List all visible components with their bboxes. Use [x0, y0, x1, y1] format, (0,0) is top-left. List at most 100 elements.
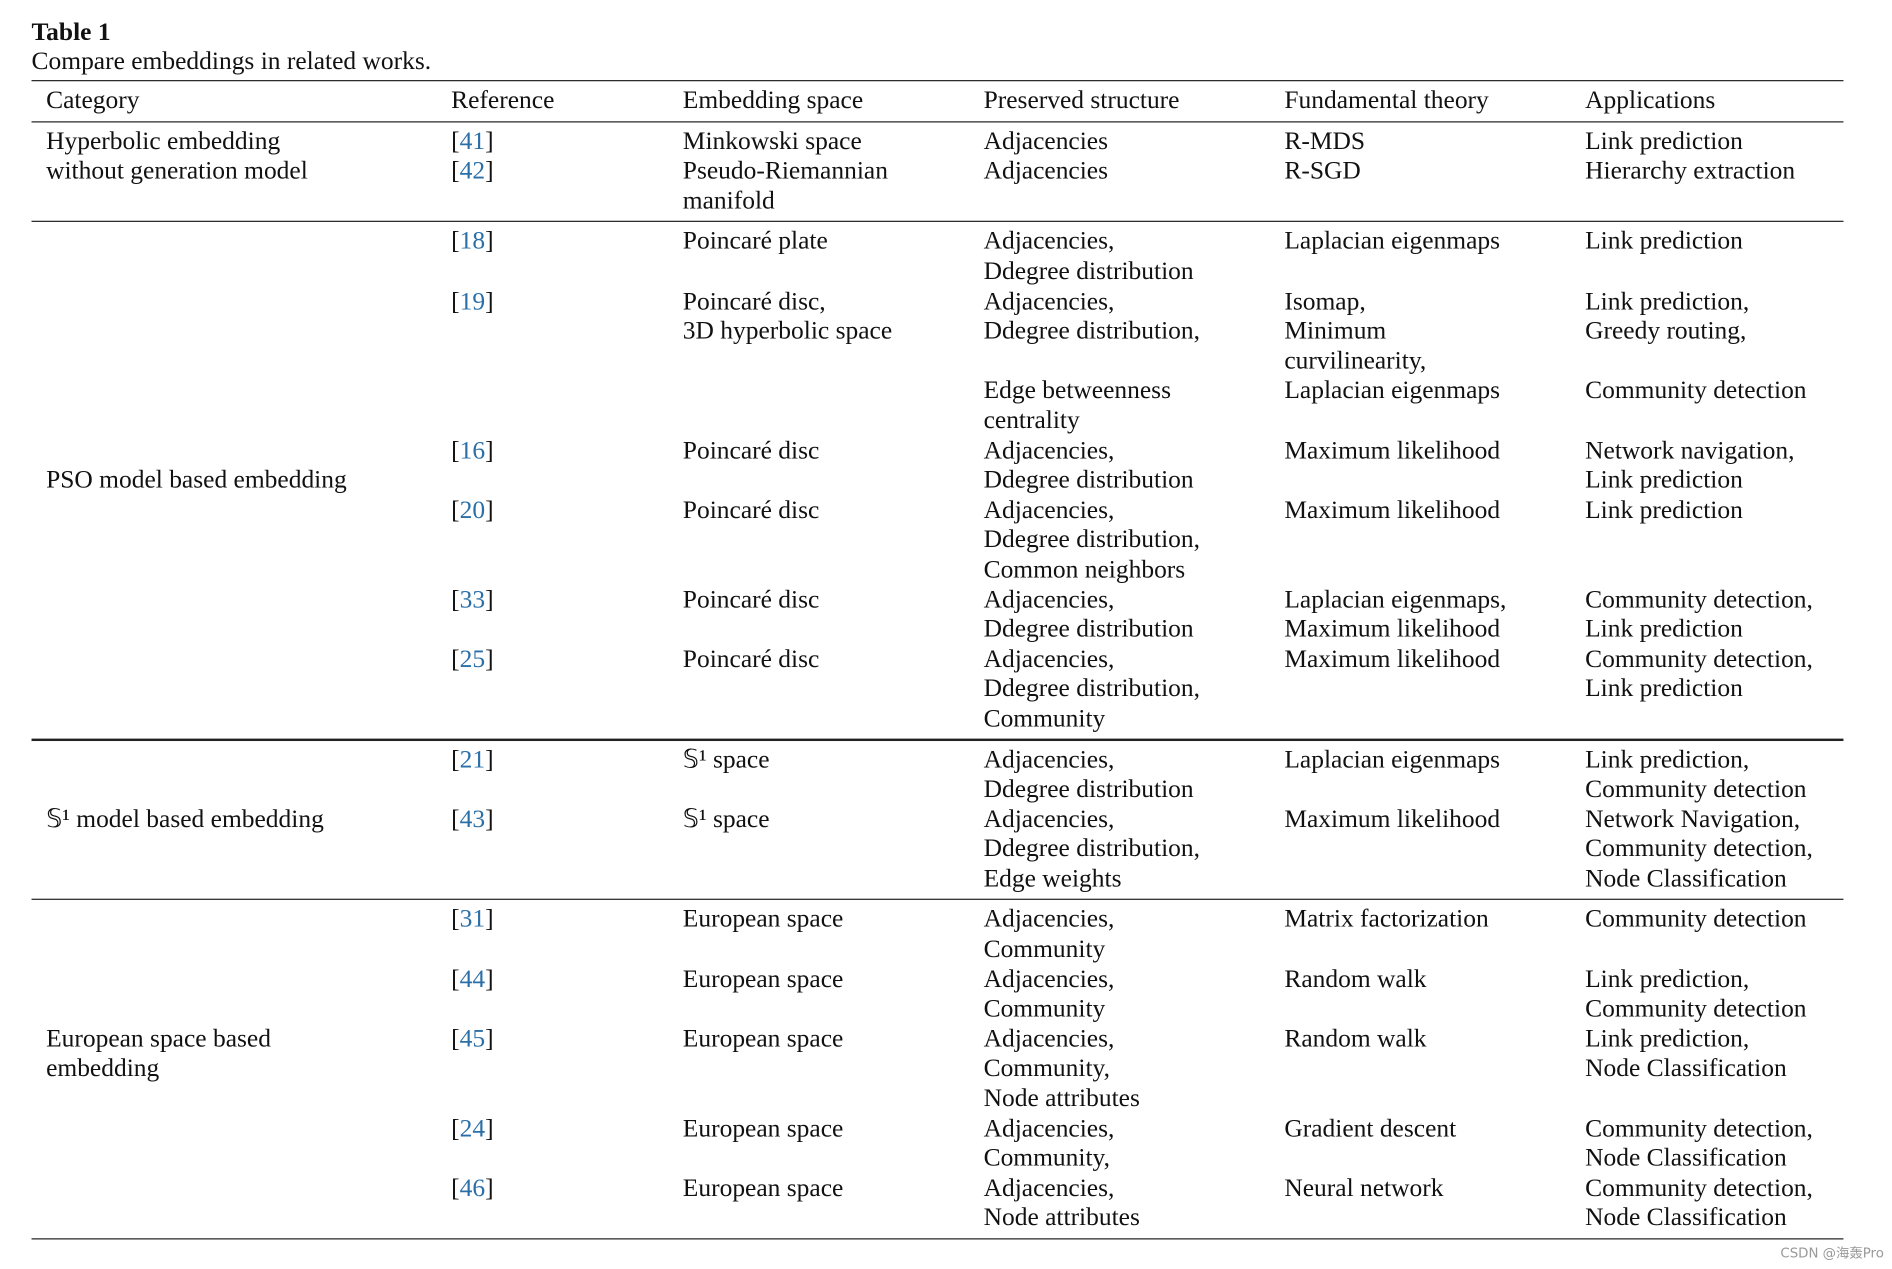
cell-applications: Community detection,: [1585, 643, 1813, 673]
reference: [25]: [451, 643, 494, 673]
cell-space: Poincaré disc: [682, 643, 820, 673]
cell-theory: R-SGD: [1284, 155, 1361, 185]
cell-applications: Community detection: [1585, 773, 1807, 803]
cell-structure: Community: [983, 703, 1106, 733]
table-caption: Compare embeddings in related works.: [31, 46, 432, 76]
cell-theory: Laplacian eigenmaps,: [1284, 584, 1507, 614]
cell-space: Poincaré disc: [682, 494, 820, 524]
cell-applications: Link prediction,: [1585, 285, 1750, 315]
cell-structure: Adjacencies,: [983, 744, 1115, 774]
cell-applications: Community detection,: [1585, 1172, 1813, 1202]
category: Hyperbolic embedding: [46, 125, 281, 155]
column-header: Reference: [451, 84, 555, 114]
cell-structure: Adjacencies,: [983, 285, 1115, 315]
cell-theory: Maximum likelihood: [1284, 613, 1501, 644]
cell-applications: Network navigation,: [1585, 434, 1795, 465]
category: 𝕊¹ model based embedding: [46, 803, 324, 833]
watermark: CSDN @海轰Pro: [1780, 1245, 1884, 1262]
reference: [33]: [451, 584, 494, 614]
reference: [20]: [451, 494, 494, 524]
category: European space based: [46, 1023, 271, 1053]
cell-theory: curvilinearity,: [1284, 345, 1427, 375]
cell-structure: Adjacencies,: [983, 643, 1115, 673]
cell-structure: Adjacencies,: [983, 584, 1115, 614]
cell-space: Poincaré disc: [682, 434, 820, 465]
cell-structure: Adjacencies,: [983, 494, 1115, 524]
cell-applications: Node Classification: [1585, 1142, 1787, 1172]
cell-structure: Adjacencies,: [983, 1023, 1115, 1053]
cell-applications: Community detection,: [1585, 1112, 1813, 1142]
cell-structure: centrality: [983, 405, 1080, 435]
reference: [24]: [451, 1112, 494, 1142]
cell-theory: Minimum: [1284, 315, 1387, 345]
category: PSO model based embedding: [46, 464, 347, 494]
column-header: Applications: [1585, 84, 1716, 114]
cell-structure: Adjacencies,: [983, 803, 1115, 833]
cell-theory: Laplacian eigenmaps: [1284, 375, 1501, 405]
cell-structure: Common neighbors: [983, 554, 1186, 584]
category: embedding: [46, 1053, 160, 1083]
cell-applications: Node Classification: [1585, 1053, 1787, 1083]
cell-theory: Gradient descent: [1284, 1112, 1457, 1142]
cell-structure: Adjacencies,: [983, 434, 1115, 465]
cell-space: Poincaré disc,: [682, 285, 826, 315]
table-title: Table 1: [31, 16, 111, 47]
cell-structure: Ddegree distribution,: [983, 673, 1201, 703]
cell-applications: Community detection,: [1585, 584, 1813, 614]
reference: [16]: [451, 434, 494, 465]
cell-structure: Community: [983, 933, 1106, 963]
cell-applications: Link prediction: [1585, 226, 1743, 256]
cell-theory: Maximum likelihood: [1284, 643, 1501, 673]
cell-theory: R-MDS: [1284, 125, 1366, 155]
cell-structure: Ddegree distribution,: [983, 833, 1201, 863]
reference: [19]: [451, 285, 494, 315]
reference: [46]: [451, 1172, 494, 1202]
header-rule: [31, 121, 1844, 123]
cell-applications: Link prediction: [1585, 613, 1743, 644]
cell-structure: Adjacencies,: [983, 1172, 1115, 1202]
reference: [18]: [451, 226, 494, 256]
top-rule: [31, 80, 1844, 82]
group-rule: [31, 220, 1844, 223]
cell-structure: Ddegree distribution,: [983, 524, 1201, 554]
cell-applications: Link prediction,: [1585, 744, 1750, 774]
cell-space: 𝕊¹ space: [682, 744, 770, 774]
cell-applications: Link prediction: [1585, 125, 1743, 155]
cell-theory: Isomap,: [1284, 285, 1366, 315]
reference: [31]: [451, 904, 494, 934]
cell-theory: Random walk: [1284, 963, 1427, 993]
cell-space: Poincaré plate: [682, 226, 828, 256]
cell-structure: Node attributes: [983, 1202, 1140, 1232]
cell-applications: Node Classification: [1585, 1202, 1787, 1232]
cell-structure: Adjacencies,: [983, 226, 1115, 256]
cell-space: 𝕊¹ space: [682, 803, 770, 833]
cell-structure: Adjacencies: [983, 125, 1109, 155]
cell-applications: Community detection: [1585, 904, 1807, 934]
cell-applications: Community detection: [1585, 375, 1807, 405]
cell-structure: Ddegree distribution: [983, 773, 1194, 803]
column-header: Preserved structure: [983, 84, 1180, 114]
column-header: Category: [46, 84, 140, 114]
cell-space: European space: [682, 1172, 844, 1202]
cell-structure: Ddegree distribution: [983, 464, 1194, 494]
group-rule: [31, 738, 1844, 741]
cell-structure: Edge betweenness: [983, 375, 1171, 405]
cell-structure: Community: [983, 993, 1106, 1023]
cell-applications: Link prediction,: [1585, 1023, 1750, 1053]
group-rule: [31, 1237, 1844, 1240]
cell-theory: Laplacian eigenmaps: [1284, 744, 1501, 774]
cell-structure: Ddegree distribution: [983, 255, 1194, 286]
cell-applications: Node Classification: [1585, 863, 1787, 893]
category: without generation model: [46, 155, 308, 185]
cell-structure: Ddegree distribution,: [983, 315, 1201, 345]
cell-theory: Laplacian eigenmaps: [1284, 226, 1501, 256]
cell-structure: Ddegree distribution: [983, 613, 1194, 644]
cell-theory: Neural network: [1284, 1172, 1444, 1202]
cell-space: Poincaré disc: [682, 584, 820, 614]
cell-applications: Link prediction: [1585, 494, 1743, 524]
cell-space: European space: [682, 1023, 844, 1053]
cell-theory: Maximum likelihood: [1284, 803, 1501, 833]
cell-applications: Link prediction,: [1585, 963, 1750, 993]
cell-theory: Random walk: [1284, 1023, 1427, 1053]
